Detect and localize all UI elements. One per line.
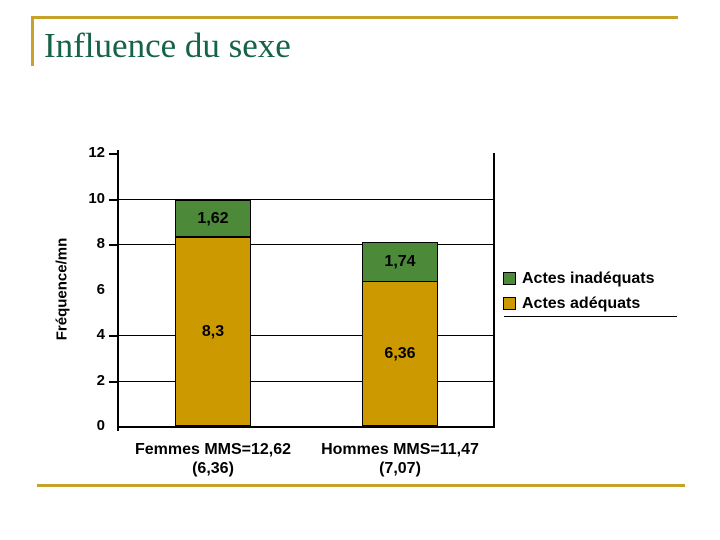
y-axis-tick-label: 0 <box>96 417 105 434</box>
plot-right-border <box>493 153 495 428</box>
page-title: Influence du sexe <box>44 26 291 65</box>
gridline <box>117 244 493 245</box>
category-label-line2: (6,36) <box>192 460 234 477</box>
chart-legend: Actes inadéquats Actes adéquats <box>503 266 654 316</box>
bar-value-label: 6,36 <box>384 344 416 362</box>
category-label-line1: Hommes MMS=11,47 <box>321 441 479 458</box>
legend-swatch-icon <box>503 297 516 310</box>
y-axis-tick <box>109 381 117 383</box>
gridline <box>117 199 493 200</box>
bottom-accent-line <box>37 484 685 487</box>
gridline <box>117 335 493 336</box>
legend-item-inadequats: Actes inadéquats <box>503 266 654 291</box>
y-axis-tick <box>109 199 117 201</box>
y-axis-tick <box>109 153 117 155</box>
bar-value-label: 1,74 <box>384 253 416 270</box>
y-axis-tick <box>109 335 117 337</box>
bar-value-label: 8,3 <box>201 322 225 340</box>
y-axis-tick-label: 8 <box>96 235 105 252</box>
legend-underline <box>504 316 677 317</box>
category-label-line2: (7,07) <box>379 460 421 477</box>
top-accent-line <box>31 16 678 19</box>
category-label-line1: Femmes MMS=12,62 <box>134 441 292 458</box>
x-axis-line <box>117 426 495 428</box>
bar-segment-adequats: 8,3 <box>175 237 251 426</box>
title-accent-bar <box>31 16 34 66</box>
x-axis-category-label: Hommes MMS=11,47 (7,07) <box>300 440 500 478</box>
bar-segment-inadequats: 1,74 <box>362 242 438 282</box>
y-axis-tick-label: 12 <box>88 144 105 161</box>
legend-item-adequats: Actes adéquats <box>503 291 654 316</box>
legend-item-label: Actes inadéquats <box>522 269 655 287</box>
gridline <box>117 381 493 382</box>
y-axis-tick-label: 2 <box>96 372 105 389</box>
bar-value-label: 1,62 <box>197 209 229 227</box>
y-axis-line <box>117 150 119 431</box>
x-axis-category-label: Femmes MMS=12,62 (6,36) <box>113 440 313 478</box>
y-axis-tick <box>109 244 117 246</box>
y-axis-tick-label: 4 <box>96 326 105 343</box>
bar-segment-inadequats: 1,62 <box>175 200 251 237</box>
y-axis-tick-label: 10 <box>88 190 105 207</box>
y-axis-tick-label: 6 <box>96 281 105 298</box>
legend-item-label: Actes adéquats <box>522 294 641 312</box>
bar-segment-adequats: 6,36 <box>362 281 438 426</box>
legend-swatch-icon <box>503 272 516 285</box>
